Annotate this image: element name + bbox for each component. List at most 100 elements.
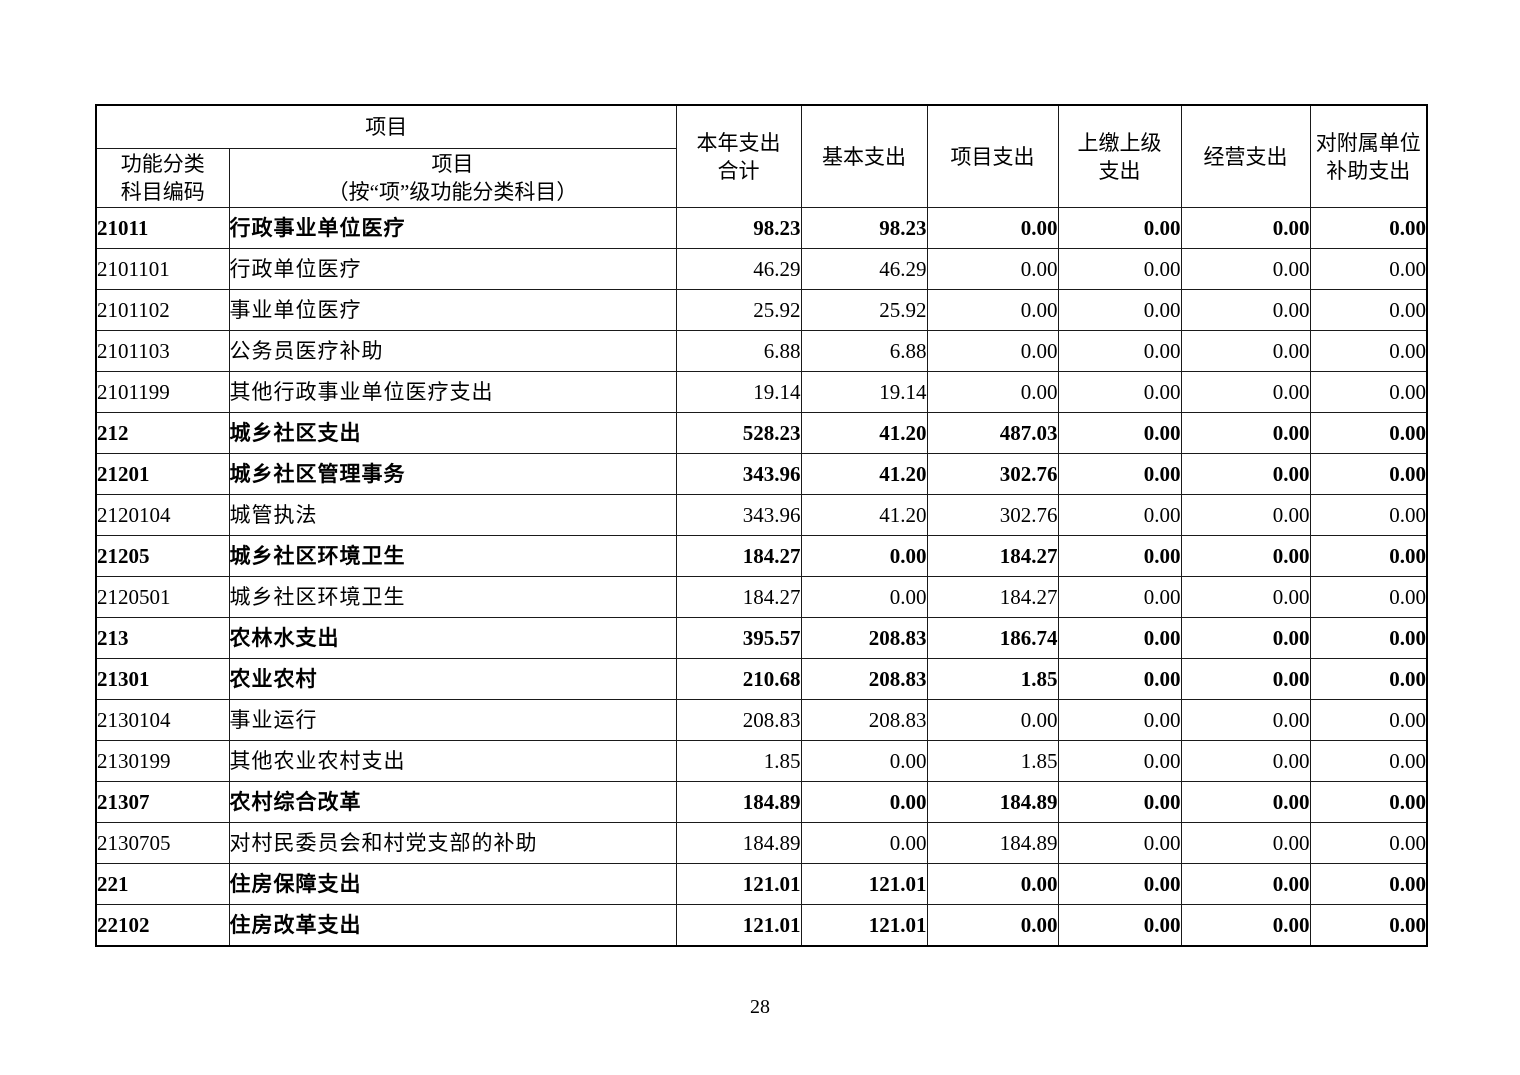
value-cell: 0.00 [1180, 781, 1311, 823]
code-cell: 21307 [95, 781, 230, 823]
value-cell: 208.83 [800, 658, 928, 700]
value-cell: 0.00 [1180, 248, 1311, 290]
value-cell: 0.00 [1309, 576, 1428, 618]
code-cell: 2101199 [95, 371, 230, 413]
value-cell: 0.00 [800, 576, 928, 618]
value-cell: 0.00 [1309, 699, 1428, 741]
table-row: 213 农林水支出 395.57 208.83 186.74 0.00 0.00 0.00 [95, 617, 1428, 659]
value-cell: 0.00 [1309, 371, 1428, 413]
value-cell: 1.85 [675, 740, 802, 782]
header-col-project-expenditure: 项目支出 [926, 104, 1059, 208]
value-cell: 208.83 [800, 617, 928, 659]
name-cell: 公务员医疗补助 [228, 330, 677, 372]
value-cell: 184.27 [675, 535, 802, 577]
value-cell: 208.83 [675, 699, 802, 741]
value-cell: 0.00 [1057, 330, 1182, 372]
table-row: 2120501 城乡社区环境卫生 184.27 0.00 184.27 0.00 0.00 0… [95, 576, 1428, 618]
value-cell: 302.76 [926, 453, 1059, 495]
table-body: 21011 行政事业单位医疗 98.23 98.23 0.00 0.00 0.00 0.00 2… [95, 207, 1428, 947]
value-cell: 0.00 [1180, 289, 1311, 331]
value-cell: 41.20 [800, 412, 928, 454]
code-cell: 2120501 [95, 576, 230, 618]
value-cell: 19.14 [800, 371, 928, 413]
value-cell: 0.00 [926, 248, 1059, 290]
table-row: 2120104 城管执法 343.96 41.20 302.76 0.00 0.00 0.00 [95, 494, 1428, 536]
value-cell: 0.00 [926, 863, 1059, 905]
value-cell: 0.00 [1180, 863, 1311, 905]
value-cell: 0.00 [1180, 453, 1311, 495]
table-row: 2130199 其他农业农村支出 1.85 0.00 1.85 0.00 0.00 0.00 [95, 740, 1428, 782]
value-cell: 0.00 [926, 699, 1059, 741]
value-cell: 46.29 [675, 248, 802, 290]
value-cell: 46.29 [800, 248, 928, 290]
value-cell: 0.00 [1180, 330, 1311, 372]
name-cell: 城乡社区支出 [228, 412, 677, 454]
value-cell: 6.88 [675, 330, 802, 372]
value-cell: 0.00 [800, 535, 928, 577]
value-cell: 0.00 [1057, 863, 1182, 905]
value-cell: 0.00 [1057, 658, 1182, 700]
value-cell: 0.00 [1180, 740, 1311, 782]
value-cell: 0.00 [1180, 207, 1311, 249]
value-cell: 302.76 [926, 494, 1059, 536]
value-cell: 0.00 [926, 207, 1059, 249]
name-cell: 对村民委员会和村党支部的补助 [228, 822, 677, 864]
value-cell: 0.00 [926, 904, 1059, 947]
code-cell: 2101101 [95, 248, 230, 290]
value-cell: 210.68 [675, 658, 802, 700]
table-header: 项目 本年支出 合计 基本支出 项目支出 上缴上级 支出 经营支出 对附属单位 … [95, 104, 1428, 208]
table-row: 21301 农业农村 210.68 208.83 1.85 0.00 0.00 0.00 [95, 658, 1428, 700]
value-cell: 121.01 [800, 904, 928, 947]
value-cell: 0.00 [1057, 781, 1182, 823]
value-cell: 98.23 [800, 207, 928, 249]
value-cell: 0.00 [1309, 494, 1428, 536]
value-cell: 25.92 [800, 289, 928, 331]
name-cell: 农村综合改革 [228, 781, 677, 823]
table-row: 22102 住房改革支出 121.01 121.01 0.00 0.00 0.00 0.00 [95, 904, 1428, 947]
header-col-operating-expenditure: 经营支出 [1180, 104, 1311, 208]
code-cell: 22102 [95, 904, 230, 947]
value-cell: 184.27 [675, 576, 802, 618]
value-cell: 41.20 [800, 453, 928, 495]
value-cell: 98.23 [675, 207, 802, 249]
value-cell: 0.00 [800, 822, 928, 864]
code-cell: 21201 [95, 453, 230, 495]
value-cell: 184.27 [926, 576, 1059, 618]
value-cell: 121.01 [800, 863, 928, 905]
value-cell: 0.00 [1057, 494, 1182, 536]
header-group-project: 项目 [95, 104, 677, 149]
table-row: 21011 行政事业单位医疗 98.23 98.23 0.00 0.00 0.00 0.00 [95, 207, 1428, 249]
table-row: 2130104 事业运行 208.83 208.83 0.00 0.00 0.00 0.00 [95, 699, 1428, 741]
value-cell: 0.00 [1057, 248, 1182, 290]
table-row: 2130705 对村民委员会和村党支部的补助 184.89 0.00 184.89 0.0… [95, 822, 1428, 864]
code-cell: 2101102 [95, 289, 230, 331]
table-row: 212 城乡社区支出 528.23 41.20 487.03 0.00 0.00 0.00 [95, 412, 1428, 454]
value-cell: 121.01 [675, 904, 802, 947]
header-col-item-name: 项目 （按“项”级功能分类科目） [228, 148, 677, 208]
name-cell: 行政事业单位医疗 [228, 207, 677, 249]
table-row: 2101102 事业单位医疗 25.92 25.92 0.00 0.00 0.00 0.00 [95, 289, 1428, 331]
value-cell: 0.00 [800, 740, 928, 782]
name-cell: 住房改革支出 [228, 904, 677, 947]
value-cell: 0.00 [1057, 740, 1182, 782]
value-cell: 343.96 [675, 494, 802, 536]
value-cell: 0.00 [1309, 207, 1428, 249]
name-cell: 事业运行 [228, 699, 677, 741]
header-col-basic-expenditure: 基本支出 [800, 104, 928, 208]
value-cell: 184.89 [926, 781, 1059, 823]
value-cell: 0.00 [1180, 699, 1311, 741]
name-cell: 城管执法 [228, 494, 677, 536]
value-cell: 19.14 [675, 371, 802, 413]
value-cell: 0.00 [1180, 494, 1311, 536]
value-cell: 0.00 [926, 330, 1059, 372]
value-cell: 184.27 [926, 535, 1059, 577]
value-cell: 0.00 [1180, 576, 1311, 618]
value-cell: 487.03 [926, 412, 1059, 454]
value-cell: 0.00 [1057, 207, 1182, 249]
value-cell: 0.00 [1180, 412, 1311, 454]
value-cell: 0.00 [1309, 330, 1428, 372]
value-cell: 0.00 [1180, 371, 1311, 413]
value-cell: 0.00 [1057, 412, 1182, 454]
name-cell: 住房保障支出 [228, 863, 677, 905]
table-row: 21205 城乡社区环境卫生 184.27 0.00 184.27 0.00 0.00 0.0… [95, 535, 1428, 577]
